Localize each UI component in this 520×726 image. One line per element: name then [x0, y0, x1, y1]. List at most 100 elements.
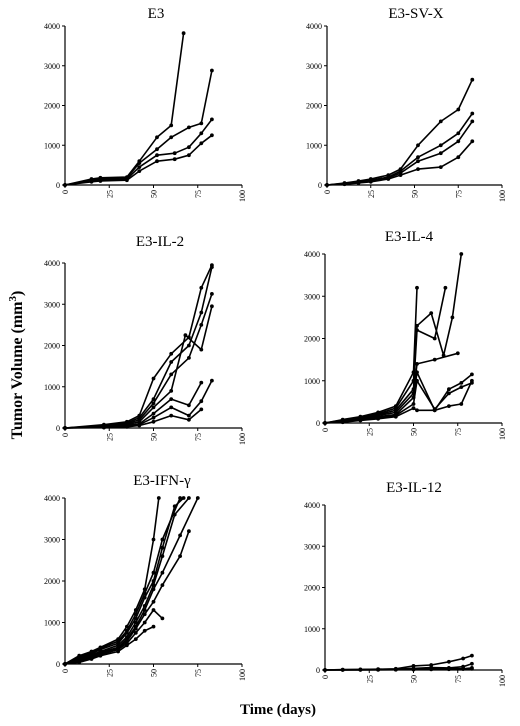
- panel-e3-il-2-series-6-point: [187, 413, 191, 418]
- panel-e3-il-2-series-3-point: [199, 323, 204, 327]
- panel-e3-sv-x-series-4-point: [438, 165, 443, 170]
- panel-e3-il-12-series-4-point: [447, 667, 451, 672]
- panel-e3-series-3-point: [137, 165, 142, 170]
- panel-e3-il-4-series-1-point: [415, 285, 419, 290]
- panel-e3-series-1-point: [155, 135, 159, 140]
- panel-e3-x-tick-label: 50: [150, 190, 159, 198]
- panel-e3-il-4-y-tick-label: 4000: [304, 250, 320, 259]
- panel-e3-ifn-x-tick-label: 0: [61, 669, 70, 673]
- panel-e3-series-3-point: [199, 131, 204, 136]
- panel-e3-il-4-y-tick-label: 0: [316, 419, 320, 428]
- panel-e3-il-4-series-7-point: [411, 406, 416, 411]
- panel-e3-series-2-point: [199, 121, 204, 126]
- panel-e3-x-tick-label: 100: [238, 190, 247, 202]
- panel-e3-il-2-series-6-point: [199, 399, 204, 404]
- panel-e3-il-12-series-4-point: [376, 667, 380, 672]
- panel-e3-il-12-x-tick-label: 25: [365, 675, 374, 683]
- panel-e3-sv-x-x-tick-label: 100: [498, 190, 507, 202]
- panel-e3-series-2-point: [169, 135, 174, 140]
- panel-e3-sv-x-title: E3-SV-X: [388, 6, 443, 22]
- panel-e3-series-1-point: [181, 31, 186, 36]
- panel-e3-ifn-series-5-point: [142, 608, 147, 612]
- panel-e3-il-4-series-2-point: [450, 315, 455, 320]
- panel-e3-ifn-y-tick-label: 2000: [44, 577, 60, 586]
- panel-e3-sv-x-series-4-point: [356, 181, 361, 185]
- panel-e3-il-2-series-4-point: [210, 304, 214, 309]
- panel-e3-il-12-x-tick-label: 50: [410, 675, 419, 683]
- panel-e3-il-4-x-tick-label: 0: [321, 428, 330, 432]
- panel-e3-sv-x-series-4-point: [398, 173, 403, 178]
- panel-e3-il-4-series-5-point: [470, 372, 474, 377]
- panel-e3-sv-x-y-tick-label: 2000: [306, 102, 322, 111]
- panel-e3-il-12-series-4-point: [429, 667, 434, 672]
- panel-e3-ifn-series-6-point: [142, 612, 147, 617]
- panel-e3-ifn-series-8-point: [151, 624, 156, 629]
- panel-e3-x-tick-label: 75: [194, 190, 203, 198]
- panel-e3-ifn-series-8-point: [63, 662, 67, 666]
- panel-e3-ifn-series-6-point: [187, 529, 191, 534]
- panel-e3-ifn-series-3-point: [172, 504, 177, 509]
- panel-e3-ifn-x-tick-label: 50: [150, 669, 159, 677]
- panel-e3-series-4-point: [63, 183, 67, 187]
- panel-e3-il-2-y-tick-label: 2000: [44, 342, 60, 351]
- panel-e3-il-4-y-tick-label: 3000: [304, 292, 320, 301]
- panel-e3-il-2-series-5-point: [199, 380, 204, 385]
- panel-e3-ifn-series-2-point: [178, 496, 183, 500]
- panel-e3-il-12-y-tick-label: 4000: [304, 501, 320, 510]
- panel-e3-il-4-series-5-point: [447, 387, 451, 392]
- panel-e3-sv-x-series-3-point: [416, 159, 420, 164]
- panel-e3-series-4-point: [137, 169, 142, 174]
- panel-e3-il-2-series-1-point: [199, 285, 204, 290]
- panel-e3-il-2-series-7-point: [199, 407, 204, 412]
- panel-e3-il-4-series-7-point: [393, 414, 398, 419]
- panel-e3-il-12-series-4-point: [393, 667, 398, 672]
- panel-e3-series-4-line: [64, 134, 213, 186]
- panel-e3-il-2-series-3-point: [210, 292, 214, 296]
- panel-e3-series-3-point: [172, 151, 177, 156]
- panel-e3-il-12-series-4-point: [470, 666, 474, 671]
- panel-e3-sv-x-series-1-point: [470, 77, 475, 82]
- panel-e3-il-4-series-7-point: [323, 421, 327, 425]
- panel-e3-sv-x-series-4-point: [456, 155, 461, 160]
- panel-e3-il-4-series-4-point: [455, 351, 460, 356]
- panel-e3-il-4-series-5-point: [415, 370, 419, 375]
- panel-e3-series-4-point: [210, 133, 214, 138]
- panel-e3-il-4-y-tick-label: 1000: [304, 377, 320, 386]
- panel-e3-series-2-line: [64, 70, 213, 186]
- panel-e3-series-1-line: [64, 33, 185, 186]
- panel-e3-il-2-series-4-point: [183, 333, 188, 338]
- panel-e3-il-2-series-4-point: [151, 405, 156, 410]
- panel-e3-il-2-series-2-point: [199, 310, 204, 315]
- panel-e3-ifn-series-5-point: [178, 533, 183, 538]
- panel-e3-il-4-x-tick-label: 50: [410, 428, 419, 436]
- panel-e3-il-2-x-tick-label: 0: [61, 433, 70, 437]
- panel-e3-series-1-point: [169, 123, 174, 128]
- panel-e3-ifn-series-8-point: [89, 657, 94, 661]
- panel-e3-il-12-series-2-point: [470, 661, 474, 666]
- panel-e3-ifn-series-7-point: [151, 608, 156, 612]
- y-axis-label: Tumor Volume (mm3): [7, 291, 26, 440]
- panel-e3-series-4-point: [89, 179, 94, 184]
- panel-e3-il-12-series-1-point: [447, 659, 451, 664]
- panel-e3: E3 0 1000 2000 3000 4000 0 25 50 75 100: [44, 6, 247, 202]
- panel-e3-il-4-title: E3-IL-4: [385, 229, 434, 245]
- panel-e3-il-4-x-tick-label: 100: [498, 428, 507, 440]
- panel-e3-ifn-x-tick-label: 100: [238, 669, 247, 681]
- panel-e3-ifn-series-8-point: [116, 649, 120, 654]
- panel-e3-il-2-series-3-line: [64, 293, 213, 429]
- panel-e3-sv-x-x-tick-label: 0: [323, 190, 332, 194]
- panel-e3-sv-x-series-2-point: [438, 143, 443, 148]
- panel-e3-il-2-series-2-point: [151, 397, 156, 401]
- panel-e3-sv-x-y-tick-label: 3000: [306, 62, 322, 71]
- panel-e3-sv-x-series-4-point: [470, 139, 475, 144]
- panel-e3-sv-x-series-1-point: [416, 143, 420, 148]
- panel-e3-il-4-series-4-point: [415, 362, 419, 366]
- panel-e3-sv-x-x-tick-label: 75: [454, 190, 463, 198]
- panel-e3-il-2-series-4-point: [199, 347, 204, 352]
- panel-e3-y-tick-label: 3000: [44, 62, 60, 71]
- panel-e3-ifn-series-6-point: [151, 599, 156, 604]
- panel-e3-series-2-point: [210, 68, 214, 73]
- panel-e3-ifn-series-7-line: [64, 609, 163, 665]
